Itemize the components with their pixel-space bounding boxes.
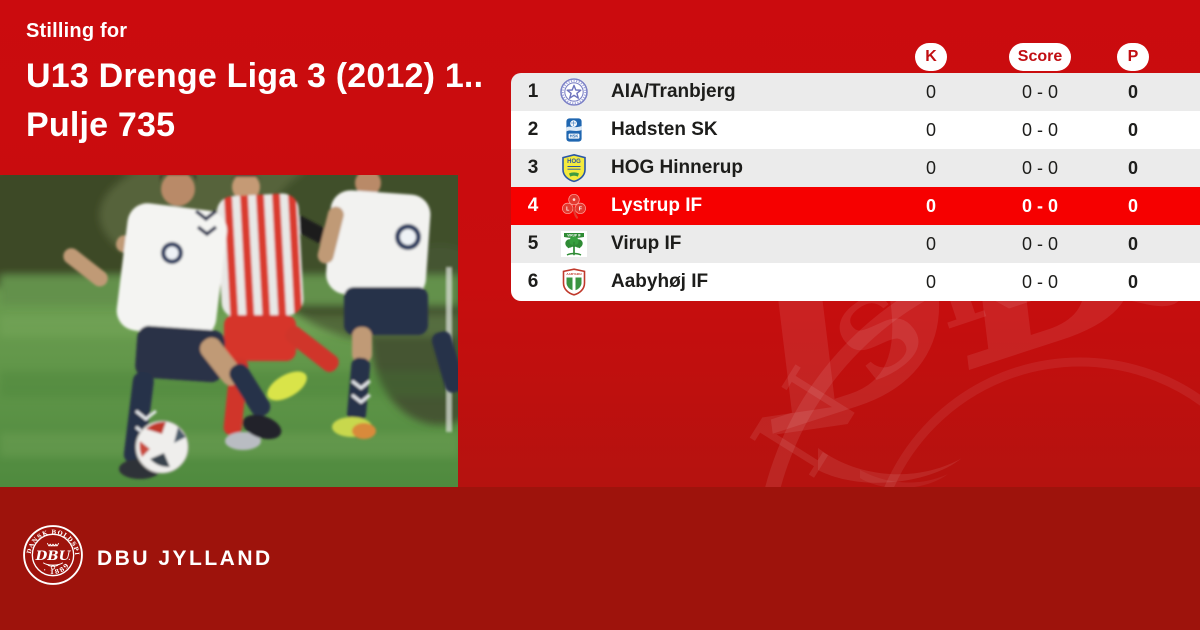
footer: DANSK BOLDSPIL UNION · 1889 · DBU DBU JY… (0, 487, 1200, 630)
matches-value: 0 (925, 234, 936, 254)
dbu-seal-icon: DANSK BOLDSPIL UNION · 1889 · DBU (19, 520, 84, 586)
svg-text:HOG: HOG (567, 159, 581, 165)
club-name: Virup IF (611, 233, 682, 254)
table-row: 2 HSK Hadsten SK 0 0 - 0 0 (511, 111, 1200, 149)
points-value: 0 (1127, 196, 1138, 216)
points-value: 0 (1127, 272, 1138, 292)
dbu-watermark-icon: DANSK BOLDSPIL DBU (560, 180, 1200, 487)
score-value: 0 - 0 (1021, 158, 1059, 178)
svg-text:VIRUP IF: VIRUP IF (567, 233, 580, 237)
club-name: Hadsten SK (611, 119, 718, 140)
rank: 6 (527, 271, 539, 292)
eyebrow-label: Stilling for (26, 20, 128, 42)
table-row: 5 VIRUP IF Virup IF 0 0 - 0 0 (511, 225, 1200, 263)
rank: 5 (527, 233, 539, 254)
score-value: 0 - 0 (1021, 234, 1059, 254)
table-row: 6 AABYHØJ Aabyhøj IF 0 0 - 0 0 (511, 263, 1200, 301)
standings-table: 1 AIA/Tranbjerg 0 0 - 0 0 2 HSK Hadsten … (511, 73, 1200, 301)
club-logo-aabyhoej-if-icon: AABYHØJ (559, 267, 589, 297)
column-header-points: P (1117, 43, 1149, 71)
svg-text:AABYHØJ: AABYHØJ (566, 272, 581, 276)
brand-name: DBU JYLLAND (97, 546, 273, 570)
card-header: Stilling for U13 Drenge Liga 3 (2012) 1.… (26, 20, 483, 150)
points-value: 0 (1127, 82, 1138, 102)
column-header-matches: K (915, 43, 947, 71)
score-value: 0 - 0 (1021, 272, 1059, 292)
club-name: Lystrup IF (611, 195, 703, 216)
matches-value: 0 (925, 82, 936, 102)
rank: 2 (527, 119, 539, 140)
matches-value: 0 (925, 120, 936, 140)
club-logo-hog-hinnerup-icon: HOG (559, 153, 589, 183)
score-value: 0 - 0 (1021, 82, 1059, 102)
svg-text:HSK: HSK (570, 134, 579, 139)
table-row: 1 AIA/Tranbjerg 0 0 - 0 0 (511, 73, 1200, 111)
title-line-2: Pulje 735 (26, 106, 176, 144)
rank: 3 (527, 157, 539, 178)
svg-text:L: L (566, 207, 570, 213)
column-header-score: Score (1009, 43, 1071, 71)
rank: 4 (527, 195, 539, 216)
points-value: 0 (1127, 234, 1138, 254)
page-title: U13 Drenge Liga 3 (2012) 1.. Pulje 735 (26, 52, 483, 150)
club-logo-aia-tranbjerg-icon (559, 77, 589, 107)
club-logo-virup-if-icon: VIRUP IF (559, 229, 589, 259)
matches-value: 0 (925, 196, 936, 216)
club-logo-hadsten-sk-icon: HSK (559, 115, 589, 145)
club-name: HOG Hinnerup (611, 157, 743, 178)
title-line-1: U13 Drenge Liga 3 (2012) 1.. (26, 57, 484, 95)
score-value: 0 - 0 (1021, 196, 1059, 216)
rank: 1 (527, 81, 539, 102)
svg-text:F: F (579, 207, 582, 213)
matches-value: 0 (925, 272, 936, 292)
footer-band (0, 487, 1200, 630)
points-value: 0 (1127, 120, 1138, 140)
club-name: AIA/Tranbjerg (611, 81, 736, 102)
club-name: Aabyhøj IF (611, 271, 709, 292)
seal-monogram: DBU (35, 548, 72, 564)
match-photo (0, 175, 458, 487)
points-value: 0 (1127, 158, 1138, 178)
table-row: 3 HOG HOG Hinnerup 0 0 - 0 0 (511, 149, 1200, 187)
score-value: 0 - 0 (1021, 120, 1059, 140)
matches-value: 0 (925, 158, 936, 178)
